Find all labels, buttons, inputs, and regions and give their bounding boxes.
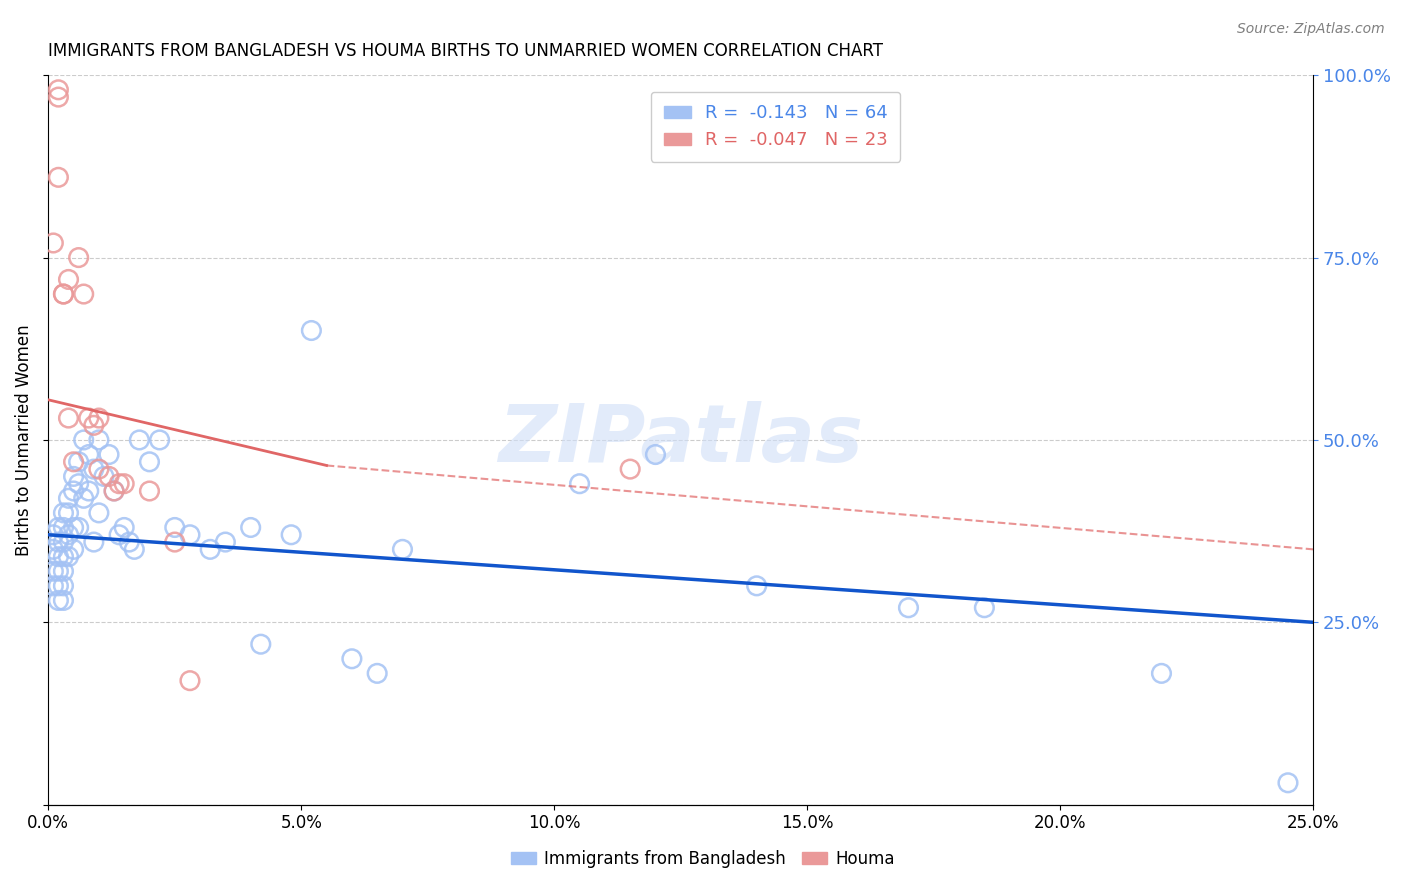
Point <box>48 90 70 104</box>
Point <box>42 528 65 542</box>
Point <box>48 579 70 593</box>
Point <box>340 652 363 666</box>
Point <box>73 287 96 301</box>
Point <box>644 448 666 462</box>
Point <box>87 411 110 425</box>
Point <box>77 483 100 498</box>
Point <box>299 324 322 338</box>
Point <box>239 520 262 534</box>
Point <box>108 528 131 542</box>
Point <box>48 170 70 185</box>
Point <box>48 520 70 534</box>
Point <box>42 579 65 593</box>
Point <box>73 491 96 506</box>
Point <box>163 520 186 534</box>
Point <box>87 433 110 447</box>
Point <box>67 520 90 534</box>
Point <box>366 666 388 681</box>
Point <box>48 593 70 607</box>
Point <box>48 83 70 97</box>
Point <box>67 455 90 469</box>
Point <box>103 483 125 498</box>
Point <box>108 476 131 491</box>
Point <box>52 579 75 593</box>
Point <box>83 418 105 433</box>
Point <box>98 448 121 462</box>
Legend: Immigrants from Bangladesh, Houma: Immigrants from Bangladesh, Houma <box>503 844 903 875</box>
Point <box>58 272 80 286</box>
Point <box>118 535 141 549</box>
Point <box>42 542 65 557</box>
Point <box>391 542 413 557</box>
Point <box>179 673 201 688</box>
Text: ZIPatlas: ZIPatlas <box>498 401 863 479</box>
Point <box>124 542 146 557</box>
Point <box>48 564 70 578</box>
Point <box>83 462 105 476</box>
Point <box>568 476 591 491</box>
Point <box>62 520 84 534</box>
Point <box>52 535 75 549</box>
Point <box>179 528 201 542</box>
Point <box>93 469 115 483</box>
Point <box>83 535 105 549</box>
Point <box>42 564 65 578</box>
Point <box>67 251 90 265</box>
Point <box>52 549 75 564</box>
Point <box>52 287 75 301</box>
Point <box>62 542 84 557</box>
Point <box>62 455 84 469</box>
Point <box>249 637 271 651</box>
Point <box>77 448 100 462</box>
Point <box>58 491 80 506</box>
Point <box>163 535 186 549</box>
Point <box>62 483 84 498</box>
Point <box>973 600 995 615</box>
Point <box>58 549 80 564</box>
Point <box>52 287 75 301</box>
Point <box>52 520 75 534</box>
Point <box>214 535 236 549</box>
Point <box>200 542 222 557</box>
Point <box>138 483 160 498</box>
Legend: R =  -0.143   N = 64, R =  -0.047   N = 23: R = -0.143 N = 64, R = -0.047 N = 23 <box>651 92 900 161</box>
Text: IMMIGRANTS FROM BANGLADESH VS HOUMA BIRTHS TO UNMARRIED WOMEN CORRELATION CHART: IMMIGRANTS FROM BANGLADESH VS HOUMA BIRT… <box>48 42 883 60</box>
Point <box>48 535 70 549</box>
Point <box>58 411 80 425</box>
Point <box>52 564 75 578</box>
Point <box>52 593 75 607</box>
Point <box>98 469 121 483</box>
Point <box>112 476 135 491</box>
Point <box>62 469 84 483</box>
Point <box>112 520 135 534</box>
Point <box>897 600 920 615</box>
Point <box>58 528 80 542</box>
Point <box>128 433 150 447</box>
Point <box>1150 666 1173 681</box>
Point <box>745 579 768 593</box>
Point <box>77 411 100 425</box>
Point <box>280 528 302 542</box>
Point <box>42 235 65 250</box>
Point <box>87 462 110 476</box>
Point <box>619 462 641 476</box>
Point <box>103 483 125 498</box>
Y-axis label: Births to Unmarried Women: Births to Unmarried Women <box>15 324 32 556</box>
Point <box>58 506 80 520</box>
Point <box>48 549 70 564</box>
Point <box>149 433 172 447</box>
Point <box>67 476 90 491</box>
Point <box>52 506 75 520</box>
Point <box>87 506 110 520</box>
Point <box>73 433 96 447</box>
Point <box>1277 776 1299 790</box>
Point <box>138 455 160 469</box>
Text: Source: ZipAtlas.com: Source: ZipAtlas.com <box>1237 22 1385 37</box>
